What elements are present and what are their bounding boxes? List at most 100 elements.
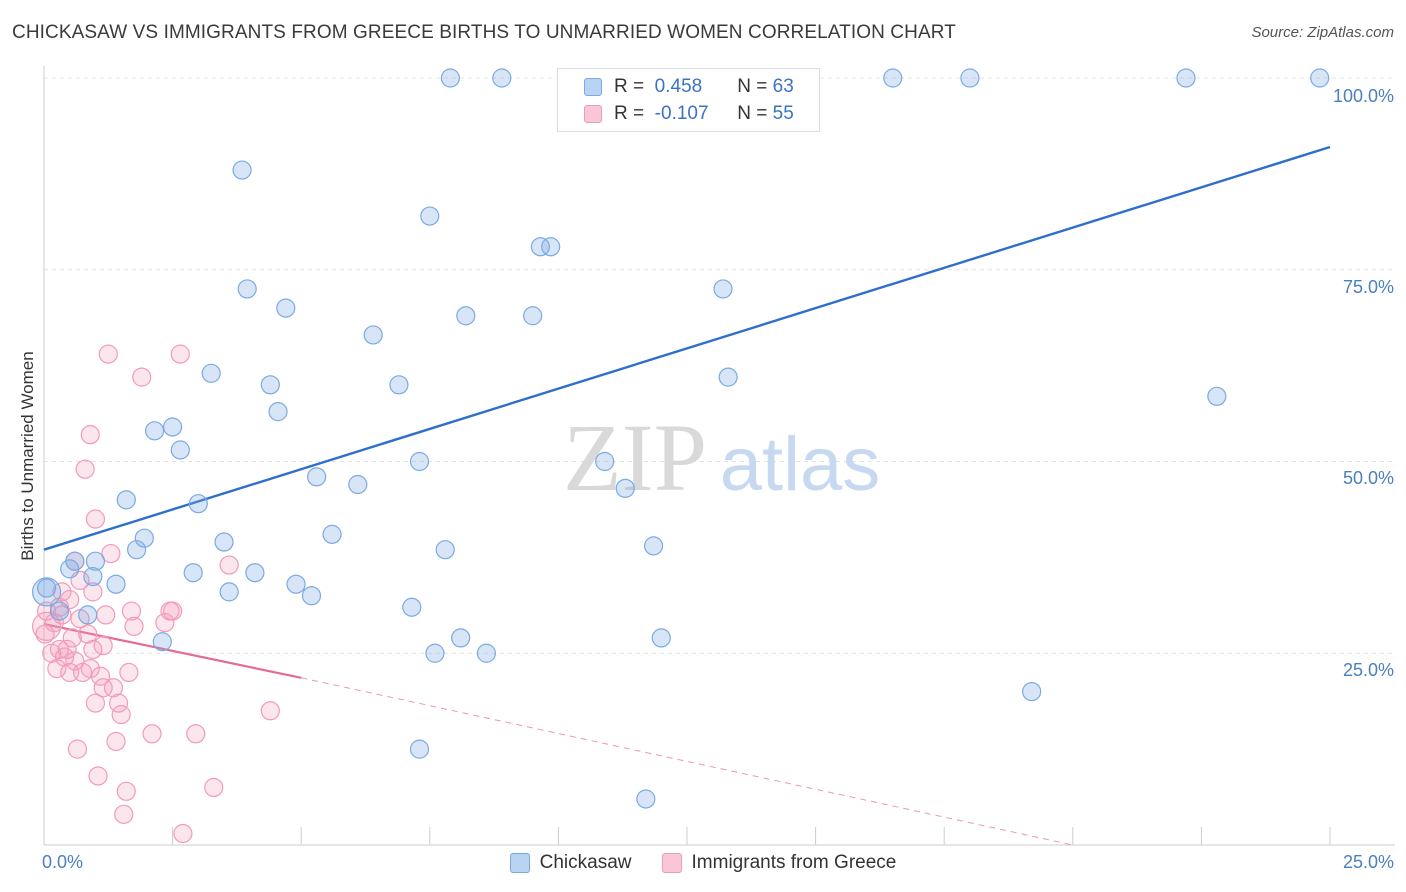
greece-point [111,705,131,725]
chickasaw-point [85,551,106,571]
chickasaw-point [1022,681,1042,702]
chickasaw-point [163,417,183,437]
chickasaw-point [237,279,257,299]
greece-point [93,635,113,656]
greece-point [78,624,98,644]
chickasaw-point [219,582,239,602]
greece-point [60,662,80,683]
greece-point [90,666,111,686]
chickasaw-point [402,597,422,617]
legend-item-greece[interactable]: Immigrants from Greece [661,852,896,874]
chickasaw-point [116,490,136,510]
greece-point [119,662,139,683]
greece-point [219,555,239,575]
chickasaw-point [307,467,327,487]
chickasaw-point [286,574,306,594]
chickasaw-n-value: 63 [772,76,794,97]
chickasaw-point [83,566,103,587]
watermark: ZIP atlas [563,404,880,511]
greece-point [75,459,95,479]
greece-point [121,601,142,621]
greece-point [47,658,67,679]
chickasaw-point [651,628,671,648]
x-tick-label-min: 0.0% [42,852,84,872]
x-tick-label-max: 25.0% [1342,852,1394,872]
greece-point-cluster [31,611,62,642]
chickasaw-point [78,605,98,625]
greece-point [132,367,152,387]
chickasaw-point [1207,386,1227,406]
chickasaw-point [435,540,455,560]
legend-r-label: R = [614,103,645,124]
chickasaw-point [523,306,543,326]
chickasaw-point [960,68,980,88]
greece-point [204,777,224,798]
series-legend: Chickasaw Immigrants from Greece [0,852,1406,874]
greece-points [31,344,280,844]
chickasaw-point [713,279,733,299]
chickasaw-point [268,402,288,422]
greece-point [124,616,144,637]
chickasaw-point [425,643,445,663]
greece-point [57,639,77,660]
chickasaw-point [260,375,280,395]
chickasaw-point [188,494,208,514]
chickasaw-point [183,563,203,583]
chickasaw-point [530,237,550,257]
greece-point [83,582,103,602]
chickasaw-point [134,528,154,548]
chickasaw-point [883,68,903,88]
watermark-zip: ZIP [563,404,707,511]
y-tick-label-50: 50.0% [1342,468,1394,488]
chickasaw-point [232,160,252,180]
greece-point [142,724,162,744]
greece-point [173,823,193,844]
legend-r-label: R = [614,76,645,97]
chickasaw-point [65,551,85,571]
greece-trend-dashed [301,677,1073,846]
greece-point [98,344,118,364]
chickasaw-point [49,601,70,621]
chickasaw-point [409,451,430,472]
chickasaw-trend-line [43,145,1331,551]
chickasaw-point [322,524,342,544]
greece-point [52,582,72,602]
greece-n-value: 55 [772,103,794,124]
chickasaw-point [595,451,615,472]
chickasaw-point [636,789,656,809]
chickasaw-point [451,628,471,648]
legend-item-chickasaw[interactable]: Chickasaw [509,852,632,874]
chickasaw-point [363,325,383,345]
greece-point [85,509,106,529]
chickasaw-point [106,574,126,594]
chickasaw-swatch [584,78,602,96]
chickasaw-point [420,206,440,226]
chickasaw-point [1176,68,1196,88]
chickasaw-point [245,563,265,583]
greece-point [80,658,100,679]
greece-r-value: -0.107 [654,103,709,124]
legend-row-chickasaw: R = 0.458 N = 63 [584,75,794,99]
chickasaw-point [301,586,322,606]
chickasaw-point [476,643,496,663]
chickasaw-trend-solid [43,145,1331,551]
chickasaw-point-cluster [31,577,62,607]
axes [43,66,1395,846]
greece-point [65,651,85,671]
greece-point [106,731,126,752]
chickasaw-point [541,237,561,257]
greece-point [93,678,113,698]
correlation-legend: R = 0.458 N = 63 R = -0.107 N = 55 [557,68,820,132]
greece-trend-line [43,623,1073,846]
greece-point [85,693,106,713]
watermark-atlas: atlas [720,422,881,507]
greece-point [116,781,136,801]
greece-point [101,543,121,564]
greece-point [67,739,88,759]
legend-row-greece: R = -0.107 N = 55 [584,102,794,126]
chickasaw-point [1310,68,1330,88]
chickasaw-point [492,68,512,88]
y-tick-label-25: 25.0% [1342,660,1394,680]
chickasaw-point [152,632,172,652]
